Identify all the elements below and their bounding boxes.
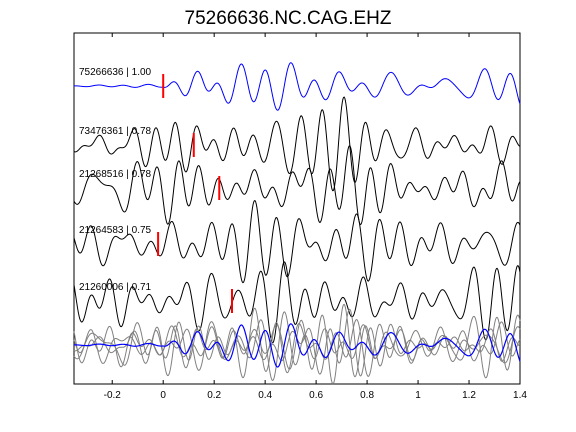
trace-2-label: 73476361 | 0.78 (79, 126, 152, 137)
trace-labels-group: 75266636 | 1.00 73476361 | 0.78 21268516 |… (79, 67, 152, 293)
trace-4-line (73, 200, 521, 284)
x-tick-label-3: 0.4 (258, 390, 272, 401)
x-tick-label-0: -0.2 (104, 390, 122, 401)
trace-4-label: 21264583 | 0.75 (79, 225, 152, 236)
stack-reference-line (73, 323, 521, 368)
trace-1-line (73, 62, 521, 111)
x-tick-label-2: 0.2 (207, 390, 221, 401)
x-tick-label-4: 0.6 (309, 390, 323, 401)
trace-5-label: 21260006 | 0.71 (79, 282, 152, 293)
trace-3-line (73, 145, 521, 226)
stack-trace-4-line (73, 307, 521, 379)
trace-2-line (73, 96, 521, 192)
x-axis: -0.2 0 0.2 0.4 0.6 0.8 1 1.2 1.4 (104, 33, 527, 401)
x-tick-label-7: 1.2 (462, 390, 476, 401)
trace-3-label: 21268516 | 0.78 (79, 169, 152, 180)
x-tick-label-1: 0 (160, 390, 166, 401)
x-tick-label-6: 1 (415, 390, 421, 401)
traces-group (73, 62, 521, 385)
trace-5-line (73, 261, 521, 344)
trace-1-label: 75266636 | 1.00 (79, 67, 152, 78)
chart-title: 75266636.NC.CAG.EHZ (185, 8, 392, 29)
stack-trace-2-line (73, 303, 521, 385)
x-tick-label-8: 1.4 (513, 390, 527, 401)
picks-group (157, 74, 234, 313)
x-tick-label-5: 0.8 (360, 390, 374, 401)
